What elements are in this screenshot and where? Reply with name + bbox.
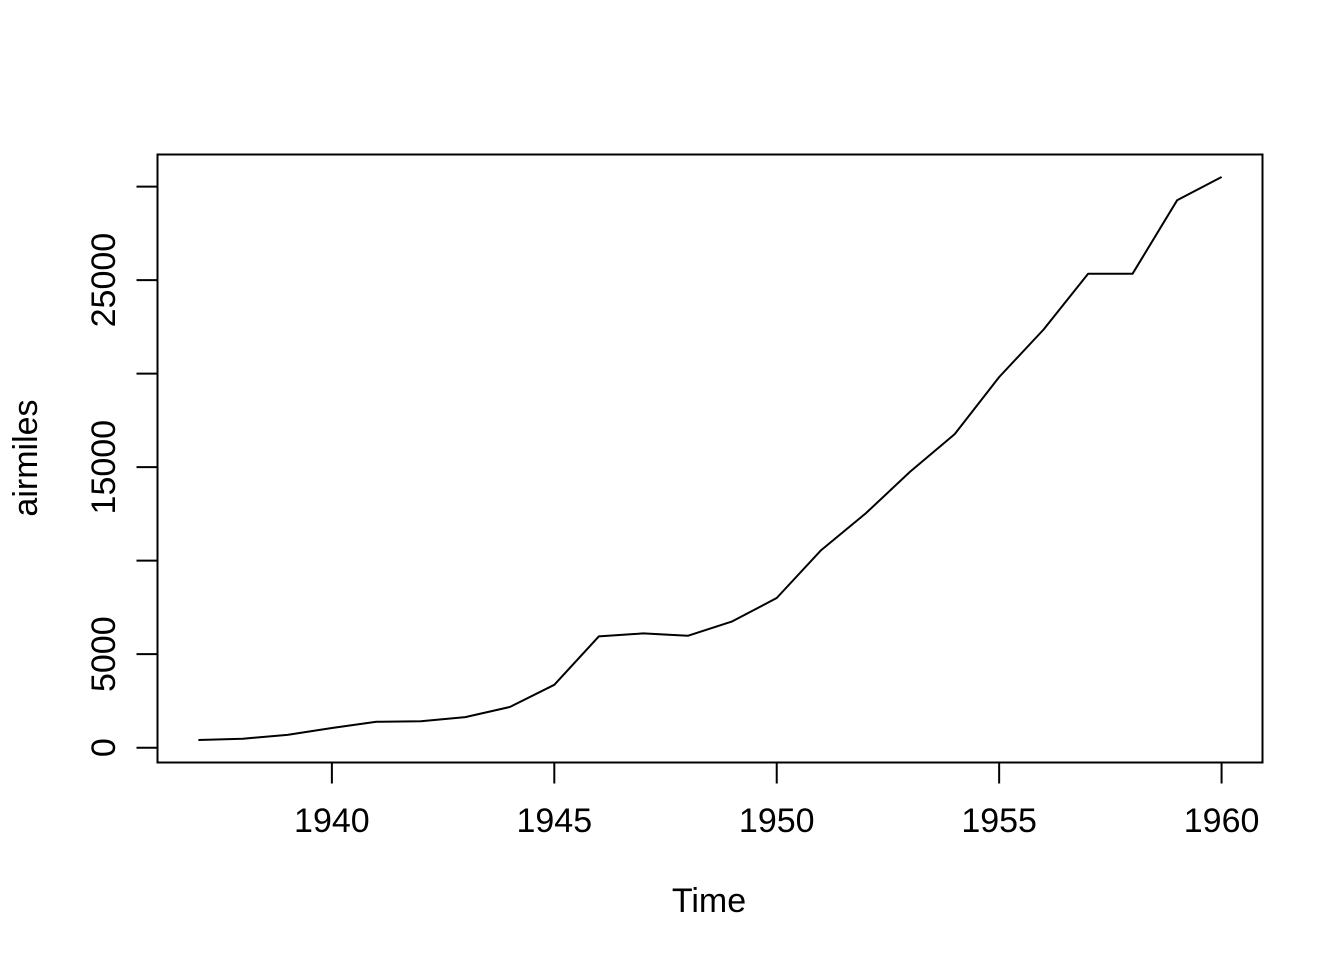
y-axis-tick-label: 15000 [85,420,123,515]
y-axis-tick-label: 0 [85,738,123,757]
x-axis-tick-label: 1945 [516,802,592,840]
x-axis-tick-label: 1940 [294,802,370,840]
x-axis-tick-label: 1955 [961,802,1037,840]
y-axis-tick-label: 25000 [85,233,123,328]
airmiles-series-line [198,176,1223,741]
plot-box [156,153,1264,764]
chart-layer: 1940 1945 1950 1955 1960 0 5000 15000 25000 [85,153,1264,840]
x-axis-title: Time [672,882,746,920]
x-axis-tick-label: 1950 [739,802,815,840]
y-axis-tick-label: 5000 [85,616,123,692]
y-axis-title: airmiles [7,399,45,516]
x-axis-tick-label: 1960 [1184,802,1260,840]
